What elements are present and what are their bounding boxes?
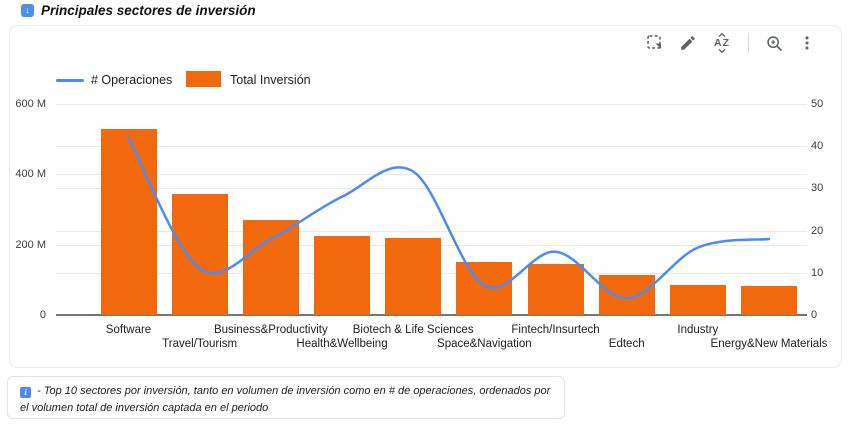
gridline xyxy=(56,146,807,148)
x-axis-category-label: Travel/Tourism xyxy=(162,338,238,350)
sort-az-label: AZ xyxy=(714,36,730,49)
investment-bar[interactable] xyxy=(242,220,299,315)
legend-bar-label: Total Inversión xyxy=(230,73,311,87)
investment-bar[interactable] xyxy=(456,262,513,315)
chart-card: AZ # Operaciones Total Inversión 0 200 M 4… xyxy=(9,25,842,368)
legend-bar-swatch xyxy=(186,71,221,87)
x-axis-category-label: Industry xyxy=(677,324,719,336)
gridline xyxy=(56,230,807,232)
left-axis-tick-label: 200 M xyxy=(15,238,46,251)
right-axis-tick-label: 10 xyxy=(811,266,824,279)
x-axis-category-label: Fintech/Insurtech xyxy=(511,324,600,336)
download-icon: ↓ xyxy=(21,4,34,17)
more-options-icon[interactable] xyxy=(797,33,817,53)
investment-bar[interactable] xyxy=(669,285,726,315)
gridline xyxy=(56,188,807,190)
marquee-select-icon[interactable] xyxy=(645,33,665,53)
chart-toolbar: AZ xyxy=(645,33,817,53)
x-axis-category-label: Software xyxy=(105,324,152,336)
right-axis-tick-label: 40 xyxy=(811,140,824,153)
left-axis-tick-label: 600 M xyxy=(15,98,46,110)
sort-az-icon[interactable]: AZ xyxy=(711,33,733,53)
gridline xyxy=(56,104,807,105)
footnote-text: - Top 10 sectores por inversión, tanto e… xyxy=(20,385,551,414)
operations-line[interactable] xyxy=(127,136,771,300)
x-axis-baseline xyxy=(56,314,807,316)
left-axis-tick-label: 400 M xyxy=(15,168,46,181)
edit-pencil-icon[interactable] xyxy=(678,33,698,53)
right-axis-tick-label: 30 xyxy=(811,182,824,195)
legend-line-swatch xyxy=(56,79,84,82)
x-axis-category-label: Energy&New Materials xyxy=(710,338,828,350)
investment-bar[interactable] xyxy=(314,235,370,315)
investment-bar[interactable] xyxy=(385,237,442,315)
x-axis-category-label: Edtech xyxy=(608,338,645,350)
x-axis-category-label: Health&Wellbeing xyxy=(296,338,388,350)
x-axis-category-label: Biotech & Life Sciences xyxy=(352,324,474,336)
page-header: ↓ Principales sectores de inversión xyxy=(21,3,256,18)
page-title: Principales sectores de inversión xyxy=(41,3,256,18)
investment-bar[interactable] xyxy=(171,193,228,315)
right-axis-tick-label: 0 xyxy=(811,309,818,321)
investment-bar[interactable] xyxy=(527,264,584,315)
investment-bar[interactable] xyxy=(741,286,798,315)
footnote: i - Top 10 sectores por inversión, tanto… xyxy=(7,376,565,419)
left-axis-tick-label: 0 xyxy=(39,309,46,321)
investment-bar[interactable] xyxy=(598,274,655,315)
x-axis-category-label: Space&Navigation xyxy=(437,338,532,350)
right-axis-tick-label: 50 xyxy=(811,98,824,110)
info-icon: i xyxy=(20,386,31,398)
operations-line-chart xyxy=(127,136,771,300)
x-axis-category-label: Business&Productivity xyxy=(213,324,328,336)
gridline xyxy=(56,174,807,176)
right-axis-tick-label: 20 xyxy=(811,224,824,237)
toolbar-divider xyxy=(748,33,749,53)
legend-line-label: # Operaciones xyxy=(91,73,173,87)
zoom-icon[interactable] xyxy=(764,33,784,53)
investment-bar[interactable] xyxy=(100,128,157,315)
